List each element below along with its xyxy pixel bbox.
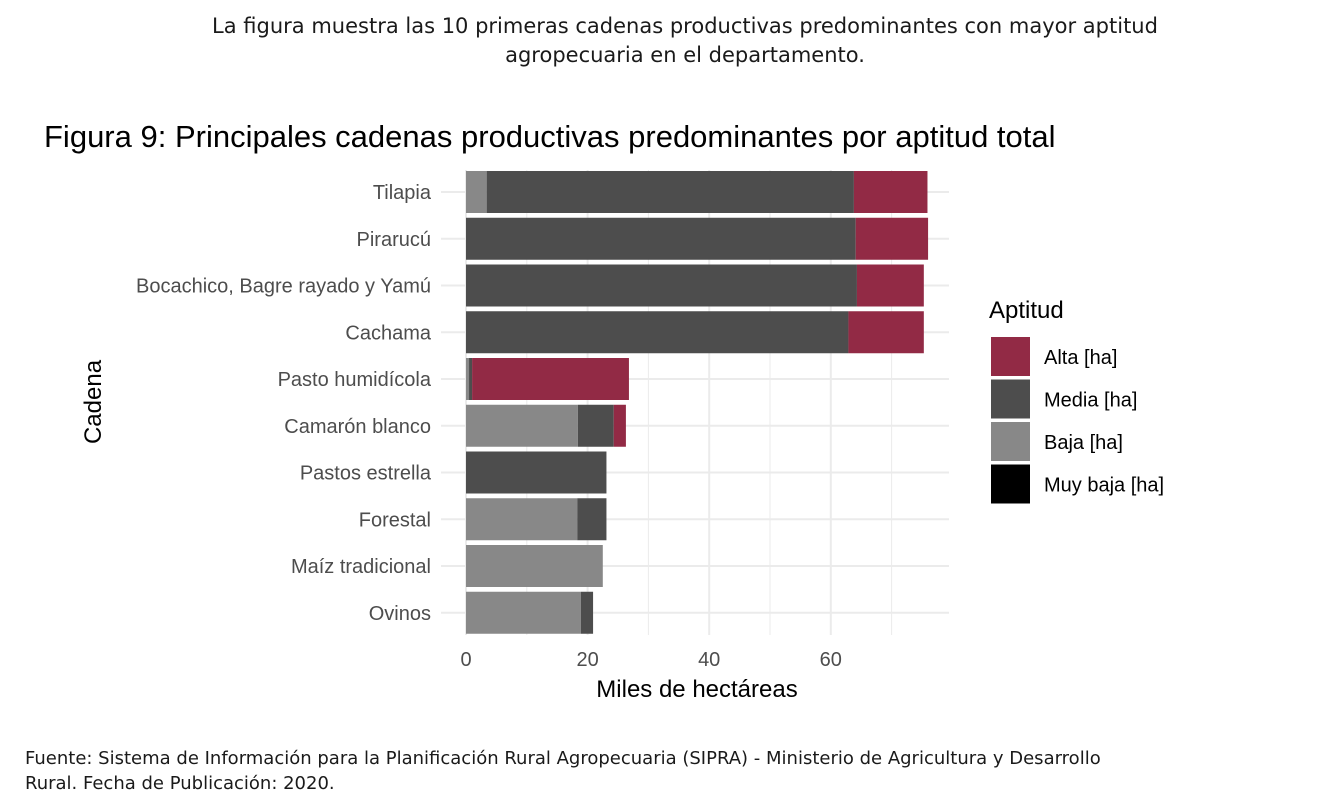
intro-line-2: agropecuaria en el departamento. [505, 43, 865, 67]
source-line-1: Fuente: Sistema de Información para la P… [25, 748, 1101, 769]
bar-pirarucu-alta [855, 217, 929, 260]
bar-camaron-blanco-alta [613, 404, 626, 447]
source-line-2: Rural. Fecha de Publicación: 2020. [25, 773, 335, 794]
bar-tilapia-media [486, 171, 854, 213]
bar-maiz-tradicional-baja [466, 545, 603, 587]
legend-swatch-media [991, 379, 1030, 419]
y-tick-label: Maíz tradicional [291, 556, 431, 578]
legend-title: Aptitud [989, 297, 1064, 324]
x-axis-label: Miles de hectáreas [596, 676, 797, 703]
legend-label-muy_baja: Muy baja [ha] [1044, 475, 1164, 497]
bar-ovinos-baja [466, 591, 581, 634]
bar-forestal-media [577, 498, 607, 541]
y-tick-labels: Tilapia Pirarucú Bocachico, Bagre rayado y… [136, 182, 432, 625]
x-tick-label: 20 [576, 649, 598, 671]
bar-cachama-media [466, 311, 849, 354]
legend-label-alta: Alta [ha] [1044, 347, 1117, 369]
chart-title: Figura 9: Principales cadenas productiva… [44, 119, 1056, 154]
legend-label-media: Media [ha] [1044, 390, 1137, 412]
y-tick-label: Bocachico, Bagre rayado y Yamú [136, 276, 431, 298]
bar-pasto-humidicola-alta [472, 358, 629, 400]
y-tick-label: Camarón blanco [284, 416, 431, 438]
intro-line-1: La figura muestra las 10 primeras cadena… [212, 14, 1158, 38]
legend-swatch-baja [991, 422, 1030, 461]
x-tick-label: 0 [460, 649, 471, 671]
legend-swatch-alta [991, 337, 1030, 376]
y-axis-label: Cadena [80, 359, 107, 444]
bar-bocachico-bagre-rayado-y-yamu-alta [856, 264, 924, 307]
bars-group [466, 171, 929, 634]
bar-forestal-baja [466, 498, 578, 541]
bar-chart: Figura 9: Principales cadenas productiva… [44, 119, 1164, 703]
legend: Aptitud Alta [ha] Media [ha] Baja [ha] Muy … [989, 297, 1164, 504]
bar-tilapia-alta [853, 171, 928, 213]
bar-cachama-alta [848, 311, 924, 354]
legend-label-baja: Baja [ha] [1044, 432, 1123, 454]
bar-bocachico-bagre-rayado-y-yamu-media [466, 264, 857, 307]
y-tick-label: Pastos estrella [300, 463, 432, 485]
y-tick-label: Ovinos [369, 603, 431, 625]
bar-tilapia-baja [466, 171, 487, 213]
legend-swatch-muy_baja [991, 464, 1030, 504]
bar-pasto-humidicola-baja [466, 358, 470, 400]
x-tick-label: 60 [820, 649, 842, 671]
bar-camaron-blanco-baja [466, 404, 578, 447]
bar-ovinos-media [580, 591, 594, 634]
bar-pirarucu-media [466, 217, 856, 260]
y-tick-label: Forestal [359, 509, 431, 531]
bar-pasto-humidicola-media [469, 358, 473, 400]
bar-camaron-blanco-media [577, 404, 614, 447]
bar-pastos-estrella-media [466, 451, 607, 494]
y-tick-label: Pirarucú [357, 229, 431, 251]
source-note: Fuente: Sistema de Información para la P… [25, 746, 1275, 796]
x-tick-label: 40 [698, 649, 720, 671]
y-tick-label: Tilapia [373, 182, 432, 204]
y-tick-label: Cachama [345, 322, 431, 344]
y-tick-label: Pasto humidícola [278, 369, 432, 391]
x-tick-labels: 0 20 40 60 [460, 649, 841, 671]
intro-text: La figura muestra las 10 primeras cadena… [60, 12, 1310, 70]
